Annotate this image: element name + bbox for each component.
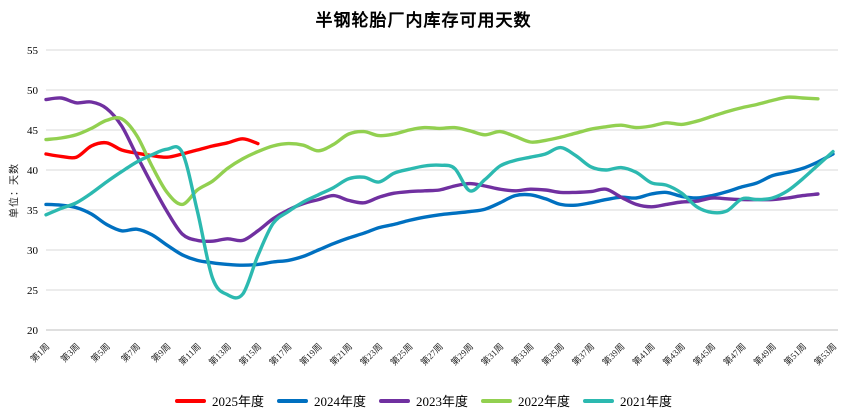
x-tick-label: 第37周 bbox=[569, 341, 596, 368]
x-tick-label: 第33周 bbox=[509, 341, 536, 368]
x-tick-label: 第41周 bbox=[630, 341, 657, 368]
chart-title: 半钢轮胎厂内库存可用天数 bbox=[315, 11, 532, 30]
legend-swatch bbox=[378, 398, 410, 403]
x-tick-label: 第23周 bbox=[357, 341, 384, 368]
x-tick-label: 第21周 bbox=[327, 341, 354, 368]
legend-label: 2022年度 bbox=[518, 394, 571, 409]
y-tick-label: 45 bbox=[27, 125, 39, 137]
x-tick-label: 第53周 bbox=[812, 341, 839, 368]
x-tick-label: 第51周 bbox=[781, 341, 808, 368]
x-tick-label: 第5周 bbox=[88, 341, 112, 365]
x-tick-label: 第27周 bbox=[418, 341, 445, 368]
legend-label: 2025年度 bbox=[211, 394, 264, 409]
series-line-2024年度 bbox=[44, 152, 835, 267]
legend-item-2023年度: 2023年度 bbox=[378, 391, 468, 410]
x-tick-label: 第25周 bbox=[388, 341, 415, 368]
y-tick-label: 40 bbox=[27, 165, 39, 177]
y-tick-label: 55 bbox=[27, 45, 39, 57]
x-tick-label: 第31周 bbox=[479, 341, 506, 368]
legend-label: 2024年度 bbox=[313, 394, 366, 409]
legend-swatch bbox=[276, 398, 308, 403]
x-tick-label: 第7周 bbox=[119, 341, 143, 365]
y-tick-label: 20 bbox=[27, 325, 39, 337]
x-tick-label: 第49周 bbox=[751, 341, 778, 368]
x-tick-label: 第1周 bbox=[28, 341, 52, 365]
legend-item-2022年度: 2022年度 bbox=[481, 391, 570, 410]
x-tick-label: 第47周 bbox=[721, 341, 748, 368]
x-tick-label: 第9周 bbox=[149, 341, 173, 365]
legend-label: 2021年度 bbox=[620, 394, 673, 409]
x-tick-label: 第39周 bbox=[600, 341, 627, 368]
legend: 2025年度 2024年度 2023年度 2022年度 2021年度 bbox=[0, 391, 847, 410]
series-line-2022年度 bbox=[44, 95, 820, 207]
x-tick-label: 第3周 bbox=[58, 341, 82, 365]
y-tick-label: 35 bbox=[27, 205, 39, 217]
legend-swatch bbox=[583, 398, 615, 403]
x-tick-label: 第13周 bbox=[206, 341, 233, 368]
y-tick-label: 25 bbox=[27, 285, 39, 297]
x-tick-label: 第35周 bbox=[539, 341, 566, 368]
legend-item-2024年度: 2024年度 bbox=[276, 391, 366, 410]
x-tick-label: 第19周 bbox=[297, 341, 324, 368]
legend-swatch bbox=[174, 398, 206, 403]
legend-item-2025年度: 2025年度 bbox=[174, 391, 264, 410]
x-tick-label: 第43周 bbox=[660, 341, 687, 368]
y-tick-label: 50 bbox=[27, 85, 39, 97]
x-tick-label: 第45周 bbox=[690, 341, 717, 368]
x-tick-label: 第29周 bbox=[448, 341, 475, 368]
y-tick-label: 30 bbox=[27, 245, 39, 257]
x-tick-label: 第15周 bbox=[236, 341, 263, 368]
series-line-2021年度 bbox=[44, 145, 835, 300]
legend-label: 2023年度 bbox=[415, 394, 468, 409]
legend-item-2021年度: 2021年度 bbox=[583, 391, 672, 410]
x-tick-label: 第17周 bbox=[267, 341, 294, 368]
legend-swatch bbox=[481, 398, 512, 403]
x-tick-label: 第11周 bbox=[176, 341, 203, 368]
